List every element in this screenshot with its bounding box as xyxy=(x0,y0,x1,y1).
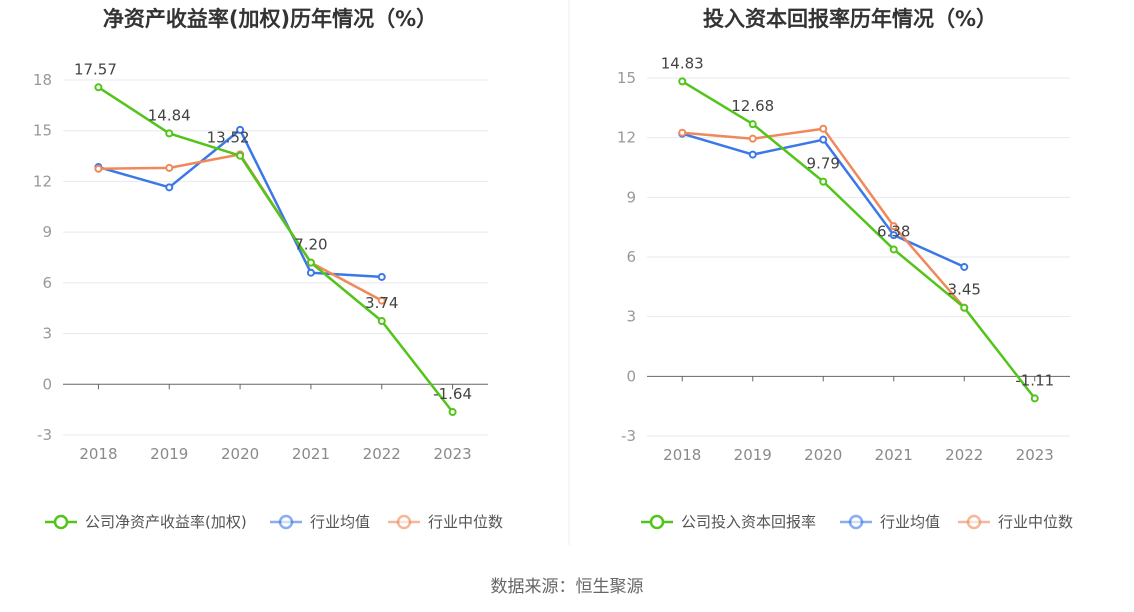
data-label: 12.68 xyxy=(731,97,774,115)
legend-label: 行业均值 xyxy=(880,513,940,531)
x-tick-label: 2020 xyxy=(804,446,842,464)
legend-label: 公司投入资本回报率 xyxy=(681,513,816,531)
data-point xyxy=(165,129,174,138)
legend-marker xyxy=(53,514,69,530)
legend-item: 行业中位数 xyxy=(388,513,503,531)
legend-item: 公司投入资本回报率 xyxy=(641,513,816,531)
legend-marker xyxy=(396,514,412,530)
y-tick-label: 15 xyxy=(33,122,52,140)
data-point xyxy=(1030,394,1039,403)
x-tick-label: 2018 xyxy=(79,445,117,463)
y-tick-label: 15 xyxy=(617,69,636,87)
data-point xyxy=(889,231,898,240)
x-tick-label: 2023 xyxy=(433,445,471,463)
series-line xyxy=(98,153,383,302)
data-point xyxy=(960,303,969,312)
x-tick-label: 2022 xyxy=(945,446,983,464)
legend-item: 行业均值 xyxy=(270,513,370,531)
y-tick-label: -3 xyxy=(621,427,636,445)
legend-marker xyxy=(278,514,294,530)
data-label: -1.11 xyxy=(1015,371,1054,389)
x-tick-label: 2019 xyxy=(150,445,188,463)
data-point xyxy=(377,317,386,326)
y-tick-label: 3 xyxy=(42,325,52,343)
data-point xyxy=(94,83,103,92)
data-point xyxy=(819,135,828,144)
data-point xyxy=(94,164,103,173)
y-tick-label: 0 xyxy=(626,367,636,385)
y-tick-label: 3 xyxy=(626,308,636,326)
x-tick-label: 2019 xyxy=(734,446,772,464)
y-tick-label: 12 xyxy=(617,129,636,147)
data-point xyxy=(748,134,757,143)
data-label: 7.20 xyxy=(294,236,327,254)
legend-marker xyxy=(848,514,864,530)
legend-marker xyxy=(649,514,665,530)
y-tick-label: 6 xyxy=(42,274,52,292)
data-point xyxy=(819,177,828,186)
data-point xyxy=(306,258,315,267)
data-label: 17.57 xyxy=(74,60,117,78)
data-label: 3.74 xyxy=(365,294,398,312)
data-label: 3.45 xyxy=(948,281,981,299)
data-point xyxy=(236,151,245,160)
chart-title: 投入资本回报率历年情况（%） xyxy=(703,7,997,31)
data-point xyxy=(377,272,386,281)
data-point xyxy=(678,77,687,86)
data-point xyxy=(377,296,386,305)
data-point xyxy=(236,125,245,134)
x-tick-label: 2021 xyxy=(875,446,913,464)
legend-item: 公司净资产收益率(加权) xyxy=(45,513,247,531)
data-point xyxy=(306,268,315,277)
x-tick-label: 2022 xyxy=(363,445,401,463)
data-label: 9.79 xyxy=(807,155,840,173)
data-point xyxy=(889,222,898,231)
data-point xyxy=(960,262,969,271)
data-label: 6.38 xyxy=(877,222,910,240)
legend-marker xyxy=(966,514,982,530)
legend-label: 行业中位数 xyxy=(998,513,1073,531)
data-point xyxy=(678,128,687,137)
data-point xyxy=(448,408,457,417)
roe-chart: 净资产收益率(加权)历年情况（%） -3 0 3 6 9 12 15 18 2018 2019 202… xyxy=(33,7,503,531)
data-label: 14.84 xyxy=(148,106,191,124)
legend-item: 行业中位数 xyxy=(958,513,1073,531)
data-point xyxy=(748,120,757,129)
legend-label: 行业均值 xyxy=(310,513,370,531)
legend-item: 行业均值 xyxy=(840,513,940,531)
y-tick-label: 0 xyxy=(42,375,52,393)
series-line xyxy=(97,86,454,413)
data-point xyxy=(165,183,174,192)
x-tick-label: 2018 xyxy=(663,446,701,464)
chart-title: 净资产收益率(加权)历年情况（%） xyxy=(103,7,437,31)
y-tick-label: 9 xyxy=(626,188,636,206)
data-point xyxy=(748,150,757,159)
x-tick-label: 2021 xyxy=(292,445,330,463)
legend-label: 行业中位数 xyxy=(428,513,503,531)
data-label: -1.64 xyxy=(433,385,472,403)
data-label: 13.52 xyxy=(207,129,250,147)
y-tick-label: -3 xyxy=(37,426,52,444)
source-note: 数据来源：恒生聚源 xyxy=(491,577,644,597)
x-tick-label: 2023 xyxy=(1016,446,1054,464)
data-point xyxy=(819,124,828,133)
data-point xyxy=(889,245,898,254)
y-tick-label: 12 xyxy=(33,172,52,190)
y-tick-label: 6 xyxy=(626,248,636,266)
roic-chart: 投入资本回报率历年情况（%） -3 0 3 6 9 12 15 2018 2019 2020 2021… xyxy=(617,7,1073,531)
legend-label: 公司净资产收益率(加权) xyxy=(85,513,247,531)
data-point xyxy=(165,163,174,172)
y-tick-label: 9 xyxy=(42,223,52,241)
data-label: 14.83 xyxy=(661,54,704,72)
series-line xyxy=(681,80,1036,400)
x-tick-label: 2020 xyxy=(221,445,259,463)
y-tick-label: 18 xyxy=(33,71,52,89)
